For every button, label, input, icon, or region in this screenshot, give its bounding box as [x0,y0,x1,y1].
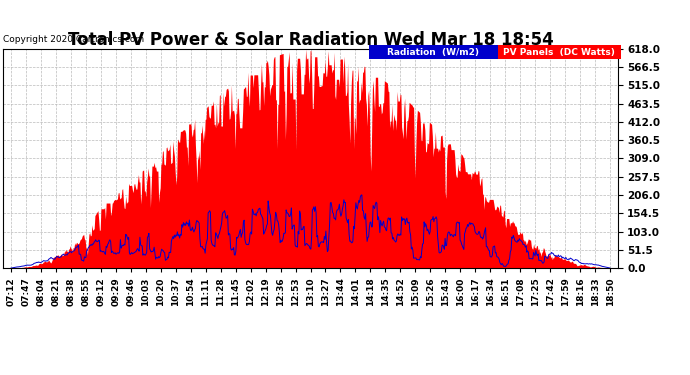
FancyBboxPatch shape [369,45,497,58]
Title: Total PV Power & Solar Radiation Wed Mar 18 18:54: Total PV Power & Solar Radiation Wed Mar… [68,31,553,49]
Text: Copyright 2020 Cartronics.com: Copyright 2020 Cartronics.com [3,35,145,44]
Text: Radiation  (W/m2): Radiation (W/m2) [387,48,480,57]
FancyBboxPatch shape [497,45,620,58]
Text: PV Panels  (DC Watts): PV Panels (DC Watts) [503,48,615,57]
